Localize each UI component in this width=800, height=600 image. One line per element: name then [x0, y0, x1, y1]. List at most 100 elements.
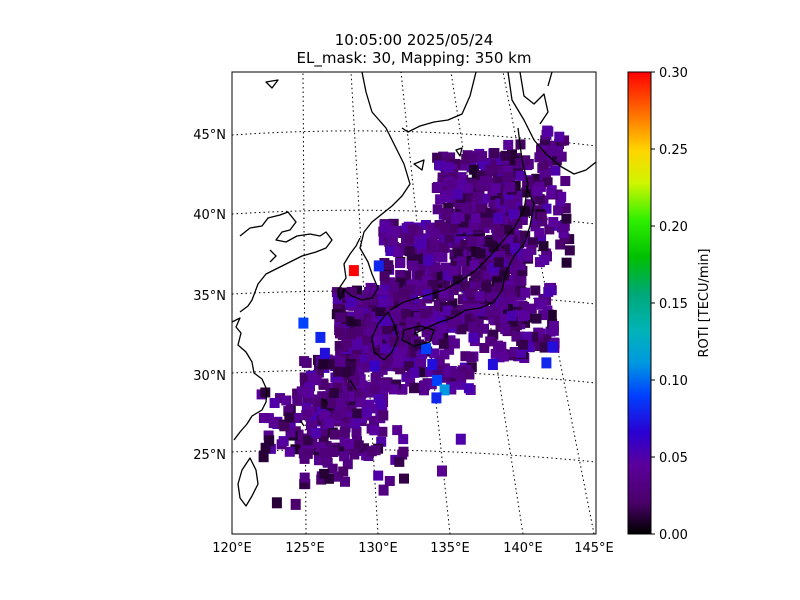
roti-cell — [488, 248, 499, 259]
roti-cell — [319, 410, 329, 421]
lat-tick-30: 30°N — [193, 369, 226, 384]
roti-cell — [519, 302, 530, 312]
roti-cell — [473, 219, 484, 230]
coastline-islands — [265, 79, 463, 171]
roti-cell — [419, 380, 429, 391]
roti-cell — [424, 331, 435, 342]
title-time: 10:05:00 2025/05/24 — [334, 31, 494, 49]
roti-cell — [469, 260, 480, 271]
roti-cell — [559, 233, 570, 244]
roti-cell — [376, 316, 387, 326]
roti-cell — [404, 246, 415, 257]
roti-cell — [489, 201, 500, 212]
roti-cell — [319, 468, 330, 479]
roti-cell — [546, 146, 557, 157]
roti-cell — [416, 286, 427, 297]
roti-cell — [427, 306, 437, 316]
roti-cell — [339, 451, 350, 462]
roti-cell — [500, 276, 511, 287]
roti-cell — [560, 176, 571, 186]
roti-cell — [359, 443, 369, 454]
roti-cell — [311, 427, 321, 438]
parallel-25n — [232, 449, 596, 463]
roti-cell — [433, 182, 444, 192]
roti-cell — [438, 242, 449, 253]
roti-cell — [283, 406, 294, 417]
roti-cell — [467, 152, 478, 163]
roti-cell — [468, 332, 479, 343]
roti-cell — [486, 306, 497, 317]
roti-cell — [346, 316, 357, 327]
roti-cell — [479, 323, 489, 334]
roti-cell — [369, 415, 379, 426]
roti-cell — [432, 152, 443, 163]
roti-cell — [322, 391, 333, 402]
roti-cell — [345, 328, 356, 339]
roti-cell — [385, 246, 396, 256]
roti-cell — [481, 255, 492, 266]
roti-cell — [505, 291, 516, 302]
roti-cell — [265, 443, 276, 454]
roti-cell — [342, 410, 353, 421]
roti-cell — [521, 331, 532, 342]
roti-cell — [556, 191, 567, 202]
roti-data-cell — [298, 317, 309, 329]
roti-cell — [494, 305, 505, 316]
roti-cell — [344, 391, 355, 402]
roti-cell — [364, 387, 375, 398]
roti-cell — [456, 256, 467, 267]
roti-cell — [490, 183, 501, 194]
roti-cell — [375, 307, 386, 318]
colorbar-label: ROTI [TECU/min] — [697, 249, 712, 358]
roti-cell — [335, 357, 346, 368]
roti-cell — [518, 339, 528, 350]
roti-highlight-cells — [258, 260, 558, 510]
roti-cell — [427, 238, 438, 248]
lon-tick-125: 125°E — [285, 541, 325, 556]
roti-cell — [360, 354, 371, 365]
roti-cell — [463, 383, 474, 394]
roti-cell — [474, 234, 485, 245]
roti-cell — [501, 258, 512, 269]
roti-cell — [541, 334, 552, 345]
roti-cell — [369, 383, 380, 394]
roti-cell — [512, 218, 523, 229]
roti-cell — [279, 421, 290, 432]
roti-cell — [437, 172, 448, 183]
meridian-135e — [400, 72, 451, 534]
roti-cell — [325, 382, 336, 393]
roti-cell — [373, 355, 384, 366]
parallel-45n — [232, 130, 596, 147]
roti-cell — [561, 257, 572, 268]
roti-cell — [432, 251, 443, 262]
roti-cell — [401, 309, 412, 320]
roti-cell — [373, 470, 384, 481]
roti-cell — [395, 364, 406, 375]
roti-cell — [449, 376, 459, 387]
colorbar-tick-0: 0.00 — [659, 528, 688, 543]
roti-cell — [379, 271, 390, 281]
roti-cell — [505, 285, 516, 296]
roti-cell — [460, 239, 471, 250]
colorbar-tick-4: 0.20 — [659, 220, 688, 235]
roti-cell — [373, 392, 384, 403]
roti-cell — [498, 299, 508, 310]
roti-cell — [372, 335, 383, 346]
roti-cell — [337, 287, 348, 298]
roti-cell — [415, 298, 426, 309]
roti-cell — [486, 291, 497, 302]
roti-cell — [538, 159, 549, 170]
roti-cell — [456, 371, 467, 382]
roti-cell — [433, 365, 444, 376]
roti-cell — [281, 395, 292, 406]
roti-cell — [275, 393, 285, 404]
roti-cell — [278, 436, 289, 447]
lon-tick-135: 135°E — [430, 541, 470, 556]
roti-cell — [433, 275, 444, 286]
roti-cell — [503, 165, 514, 176]
roti-cell — [450, 158, 461, 169]
roti-cell — [351, 344, 362, 355]
lon-tick-120: 120°E — [212, 541, 252, 556]
roti-cell — [526, 303, 537, 314]
